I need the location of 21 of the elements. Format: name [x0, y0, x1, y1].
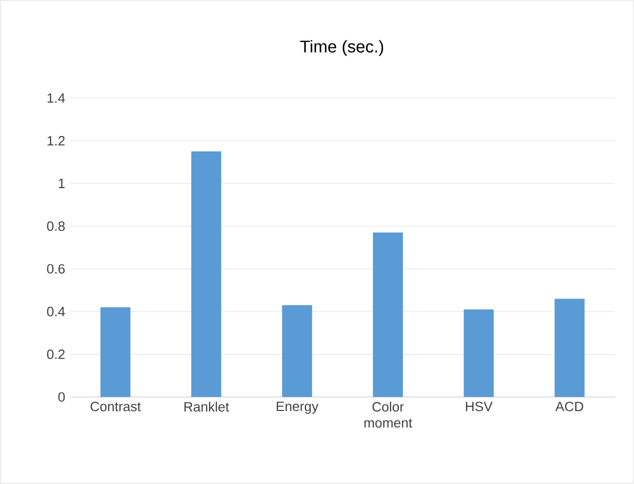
x-tick-label: Contrast	[90, 402, 141, 412]
bar	[282, 305, 312, 397]
y-tick-label: 1.2	[48, 136, 65, 146]
y-tick-label: 0	[58, 392, 65, 402]
x-tick-label: ACD	[555, 402, 584, 412]
y-tick-label: 1	[58, 178, 65, 188]
bar	[554, 298, 585, 397]
x-tick-label: HSV	[466, 402, 493, 412]
bar	[191, 151, 222, 397]
y-tick-label: 0.6	[47, 264, 65, 274]
chart-title: Time (sec.)	[300, 40, 384, 56]
bar	[100, 307, 130, 397]
bar	[464, 309, 494, 397]
y-tick-label: 0.4	[47, 306, 65, 316]
bar	[372, 232, 403, 397]
y-tick-label: 0.8	[47, 221, 65, 231]
y-tick-label: 1.4	[48, 93, 65, 103]
x-tick-label: Color moment	[364, 402, 412, 428]
x-tick-label: Energy	[276, 402, 318, 414]
x-tick-label: Ranklet	[184, 402, 230, 412]
y-tick-label: 0.2	[47, 350, 65, 360]
